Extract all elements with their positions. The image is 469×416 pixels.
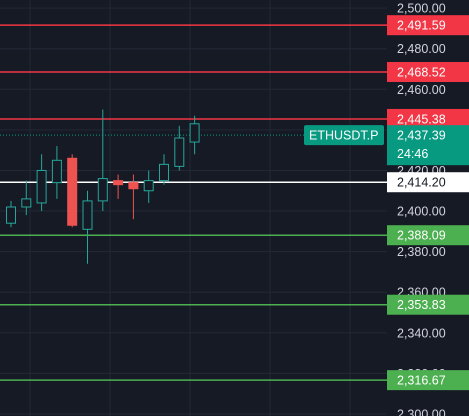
resistance-price-label: 2,445.38 [387, 108, 469, 129]
bullish-candle [189, 115, 200, 155]
bullish-candle [21, 180, 32, 216]
price-label-box [387, 108, 469, 129]
price-label-box [387, 61, 469, 82]
y-tick-label: 2,500.00 [397, 2, 446, 16]
candle-body [174, 137, 185, 167]
candle-body [67, 157, 78, 226]
y-tick-label: 2,400.00 [397, 205, 446, 219]
candle-body [21, 198, 32, 208]
bullish-candle [97, 109, 108, 212]
symbol-text: ETHUSDT.P [309, 129, 378, 143]
price-label-text: 2,414.20 [397, 176, 446, 190]
price-label-text: 2,353.83 [397, 298, 446, 312]
price-labels: 2,491.59 2,468.52 2,445.38 2,414.20 2,388.09… [304, 15, 469, 391]
price-label-box [387, 225, 469, 246]
y-tick-label: 2,380.00 [397, 245, 446, 259]
grid-layer [0, 0, 387, 416]
y-tick-label: 2,460.00 [397, 83, 446, 97]
price-label-box [387, 172, 469, 193]
bullish-candle [51, 146, 62, 199]
price-label-text: 2,316.67 [397, 374, 446, 388]
candle-body [113, 180, 124, 186]
bullish-candle [82, 190, 93, 264]
price-label-text: 2,468.52 [397, 65, 446, 79]
bullish-candle [159, 154, 169, 185]
candles [6, 109, 200, 264]
candle-body [51, 159, 62, 184]
resistance-price-label: 2,491.59 [387, 15, 469, 36]
bullish-candle [6, 200, 16, 228]
support-price-label: 2,353.83 [387, 294, 469, 315]
price-label-text: 2,491.59 [397, 19, 446, 33]
last-price-label: 2,437.39 24:46 [387, 125, 469, 166]
y-tick-label: 2,300.00 [397, 407, 446, 416]
bullish-candle [143, 170, 154, 203]
symbol-tag: ETHUSDT.P [304, 125, 384, 146]
bearish-candle [113, 174, 124, 199]
candle-body [36, 169, 47, 204]
last-price-box [387, 125, 469, 166]
level-lines [0, 24, 387, 381]
candle-body [159, 163, 169, 182]
support-price-label: 2,388.09 [387, 225, 469, 246]
countdown-text: 24:46 [397, 147, 428, 161]
candle-body [97, 178, 108, 202]
bullish-candle [174, 125, 185, 171]
price-label-box [387, 15, 469, 36]
pivot-price-label: 2,414.20 [387, 172, 469, 193]
y-tick-label: 2,340.00 [397, 326, 446, 340]
symbol-tag-box [304, 125, 384, 146]
candle-body [6, 206, 16, 224]
candle-body [128, 182, 139, 190]
support-price-label: 2,316.67 [387, 370, 469, 391]
bearish-candle [128, 174, 139, 220]
resistance-price-label: 2,468.52 [387, 61, 469, 82]
last-price-text: 2,437.39 [397, 129, 446, 143]
candle-body [143, 180, 154, 192]
price-label-text: 2,445.38 [397, 112, 446, 126]
y-tick-label: 2,480.00 [397, 42, 446, 56]
price-label-box [387, 294, 469, 315]
price-label-box [387, 370, 469, 391]
candle-body [189, 123, 200, 143]
bearish-candle [67, 154, 78, 228]
bullish-candle [36, 154, 47, 212]
price-label-text: 2,388.09 [397, 229, 446, 243]
candle-body [82, 200, 93, 230]
